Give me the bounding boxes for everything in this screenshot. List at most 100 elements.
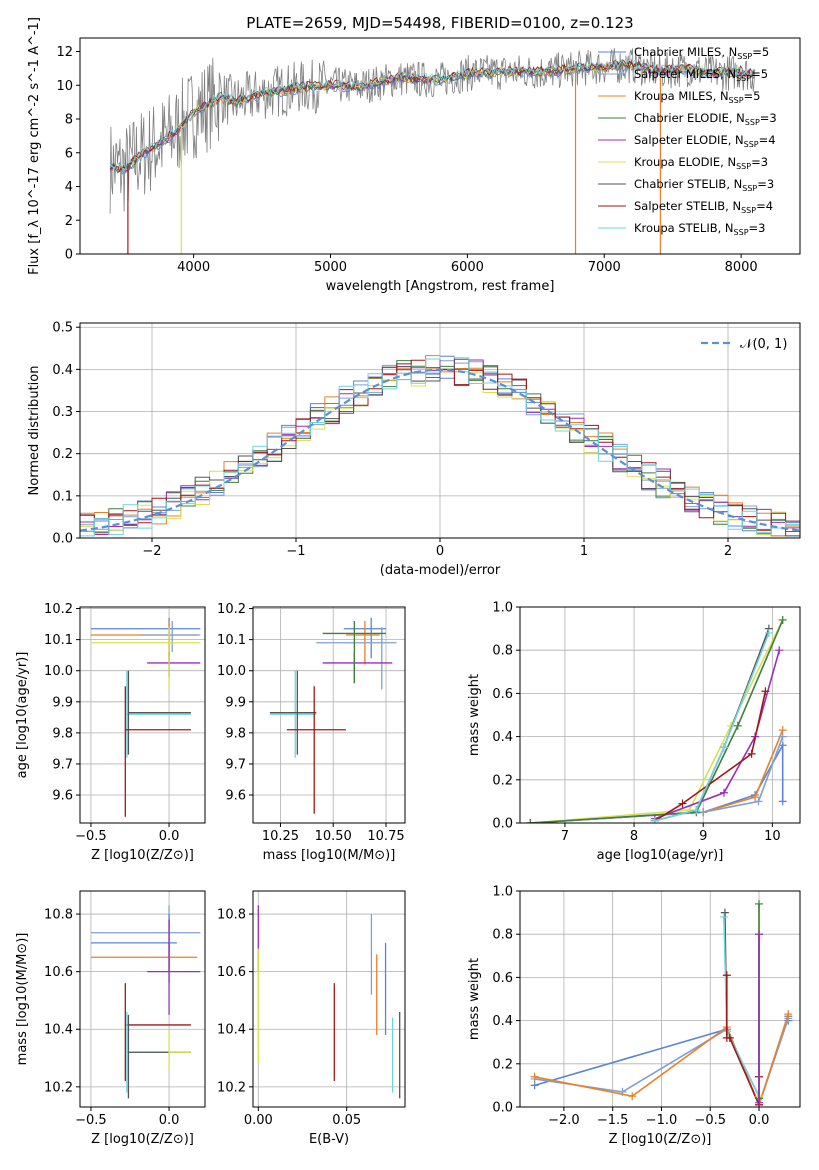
y-tick-label: 1.0 bbox=[492, 601, 513, 616]
x-tick-label: 0.0 bbox=[159, 1113, 180, 1128]
axes-mass-weight-vs-age: 7 8 9 10 0.0 0.2 0.4 0.6 0.8 1.0 age [log10(age/yr… bbox=[467, 601, 801, 863]
axes-frame bbox=[519, 606, 801, 824]
y-tick-label: 12 bbox=[56, 45, 73, 60]
legend-entry: Chabrier MILES, NSSP=5 bbox=[634, 45, 769, 61]
mass-weight-line-chabrier-stelib bbox=[654, 628, 770, 822]
x-axis-label: Z [log10(Z/Z⊙)] bbox=[91, 1132, 194, 1147]
y-tick-label: 0.0 bbox=[492, 1101, 513, 1116]
axes-age-vs-mass: 10.25 10.50 10.75 9.6 9.7 9.8 9.9 10.0 10.1 10.2 m… bbox=[217, 602, 406, 863]
y-tick-label: 9.8 bbox=[225, 726, 246, 741]
data-point-marker bbox=[761, 687, 770, 696]
x-tick-label: 9 bbox=[699, 829, 707, 844]
axes-frame bbox=[79, 606, 206, 824]
y-tick-label: 10.4 bbox=[217, 1023, 246, 1038]
data-point-marker bbox=[719, 743, 728, 752]
model-spectrum-kroupa-stelib bbox=[109, 58, 755, 172]
data-point-marker bbox=[719, 788, 728, 797]
legend-entry: Chabrier ELODIE, NSSP=3 bbox=[634, 111, 777, 127]
data-point-marker bbox=[747, 749, 756, 758]
mass-weight-line-kroupa-stelib bbox=[723, 916, 760, 1097]
data-point-marker bbox=[755, 1098, 764, 1107]
y-tick-label: 0.4 bbox=[52, 363, 73, 378]
y-tick-label: 0.2 bbox=[52, 447, 73, 462]
data-point-marker bbox=[720, 908, 729, 917]
y-tick-label: 1.0 bbox=[492, 885, 513, 900]
x-tick-label: −0.5 bbox=[75, 829, 107, 844]
data-point-marker bbox=[784, 1010, 793, 1019]
y-axis-label: mass weight bbox=[467, 674, 482, 756]
data-point-marker bbox=[678, 799, 687, 808]
axes-age-vs-Z: −0.5 0.0 9.6 9.7 9.8 9.9 10.0 10.1 10.2 Z [log10(… bbox=[15, 602, 206, 863]
y-tick-label: 10.0 bbox=[217, 664, 246, 679]
y-axis-label: Normed distribution bbox=[27, 366, 42, 496]
y-tick-label: 0 bbox=[65, 248, 73, 263]
x-tick-label: 7000 bbox=[588, 260, 621, 275]
y-tick-label: 4 bbox=[65, 180, 73, 195]
y-tick-label: 0.8 bbox=[492, 928, 513, 943]
x-axis-label: mass [log10(M/M⊙)] bbox=[263, 848, 396, 863]
data-point-marker bbox=[699, 808, 708, 817]
data-point-marker bbox=[754, 797, 763, 806]
data-point-marker bbox=[628, 1092, 637, 1101]
y-axis-label: age [log10(age/yr)] bbox=[15, 652, 30, 779]
x-tick-label: 0.05 bbox=[332, 1113, 361, 1128]
axes-mass-weight-vs-Z: −2.0 −1.5 −1.0 −0.5 0.0 0.0 0.2 0.4 0.6 0.8 1.0 Z [… bbox=[467, 885, 801, 1147]
data-point-marker bbox=[530, 1072, 539, 1081]
y-tick-label: 10.2 bbox=[44, 602, 73, 617]
y-tick-label: 0.5 bbox=[52, 321, 73, 336]
data-point-marker bbox=[733, 721, 742, 730]
x-tick-label: 8000 bbox=[725, 260, 758, 275]
y-axis-label: mass [log10(M/M⊙)] bbox=[15, 933, 30, 1066]
residual-histogram-chabrier-stelib bbox=[80, 358, 800, 537]
mass-weight-line-kroupa-miles bbox=[530, 729, 784, 823]
y-tick-label: 10.8 bbox=[44, 908, 73, 923]
figure-title: PLATE=2659, MJD=54498, FIBERID=0100, z=0… bbox=[246, 14, 633, 32]
x-tick-label: −0.5 bbox=[694, 1113, 726, 1128]
axes-frame bbox=[79, 37, 801, 255]
y-tick-label: 2 bbox=[65, 214, 73, 229]
data-point-marker bbox=[778, 615, 787, 624]
data-point-marker bbox=[722, 971, 731, 980]
x-tick-label: −0.5 bbox=[75, 1113, 107, 1128]
plot-area-mass-vs-Z bbox=[90, 905, 201, 1099]
x-tick-label: −1.0 bbox=[646, 1113, 678, 1128]
legend-entry: Kroupa MILES, NSSP=5 bbox=[634, 89, 760, 105]
data-point-marker bbox=[650, 816, 659, 823]
y-tick-label: 0.0 bbox=[492, 817, 513, 832]
spectrum-legend: Chabrier MILES, NSSP=5 Salpeter MILES, NS… bbox=[598, 45, 777, 237]
x-tick-label: 10 bbox=[764, 829, 781, 844]
data-point-marker bbox=[778, 797, 787, 806]
axes-frame bbox=[252, 890, 406, 1108]
x-tick-label: 0.0 bbox=[749, 1113, 770, 1128]
plot-area-residuals bbox=[80, 355, 800, 537]
y-tick-label: 10.2 bbox=[217, 602, 246, 617]
axes-mass-vs-ebv: 0.00 0.05 10.2 10.4 10.6 10.8 E(B-V) bbox=[217, 890, 406, 1147]
x-tick-label: 5000 bbox=[314, 260, 347, 275]
y-tick-label: 10.8 bbox=[217, 908, 246, 923]
y-tick-label: 0.1 bbox=[52, 489, 73, 504]
axes-residuals: −2 −1 0 1 2 0.0 0.1 0.2 0.3 0.4 0.5 (data-model)/er… bbox=[27, 321, 801, 578]
y-tick-label: 10.6 bbox=[217, 965, 246, 980]
x-tick-label: 6000 bbox=[451, 260, 484, 275]
plot-area-mass-weight-vs-Z bbox=[530, 899, 793, 1107]
y-tick-label: 8 bbox=[65, 113, 73, 128]
x-tick-label: −1.5 bbox=[597, 1113, 629, 1128]
x-tick-label: 7 bbox=[561, 829, 569, 844]
y-tick-label: 0.2 bbox=[492, 773, 513, 788]
mass-weight-line-salpeter-stelib bbox=[654, 691, 767, 822]
y-tick-label: 0.2 bbox=[492, 1057, 513, 1072]
legend-entry: Salpeter STELIB, NSSP=4 bbox=[634, 199, 773, 215]
x-tick-label: 8 bbox=[630, 829, 638, 844]
data-point-marker bbox=[692, 806, 701, 815]
legend-entry: Salpeter MILES, NSSP=5 bbox=[634, 67, 768, 83]
model-spectrum-salpeter-stelib bbox=[109, 59, 755, 172]
y-tick-label: 6 bbox=[65, 146, 73, 161]
data-point-marker bbox=[751, 793, 760, 802]
plot-area-spectrum bbox=[109, 48, 756, 254]
x-tick-label: 4000 bbox=[177, 260, 210, 275]
x-axis-label: Z [log10(Z/Z⊙)] bbox=[91, 848, 194, 863]
axes-frame bbox=[519, 890, 801, 1108]
plot-area-age-vs-Z bbox=[90, 617, 201, 817]
model-spectrum-salpeter-elodie bbox=[109, 61, 755, 172]
